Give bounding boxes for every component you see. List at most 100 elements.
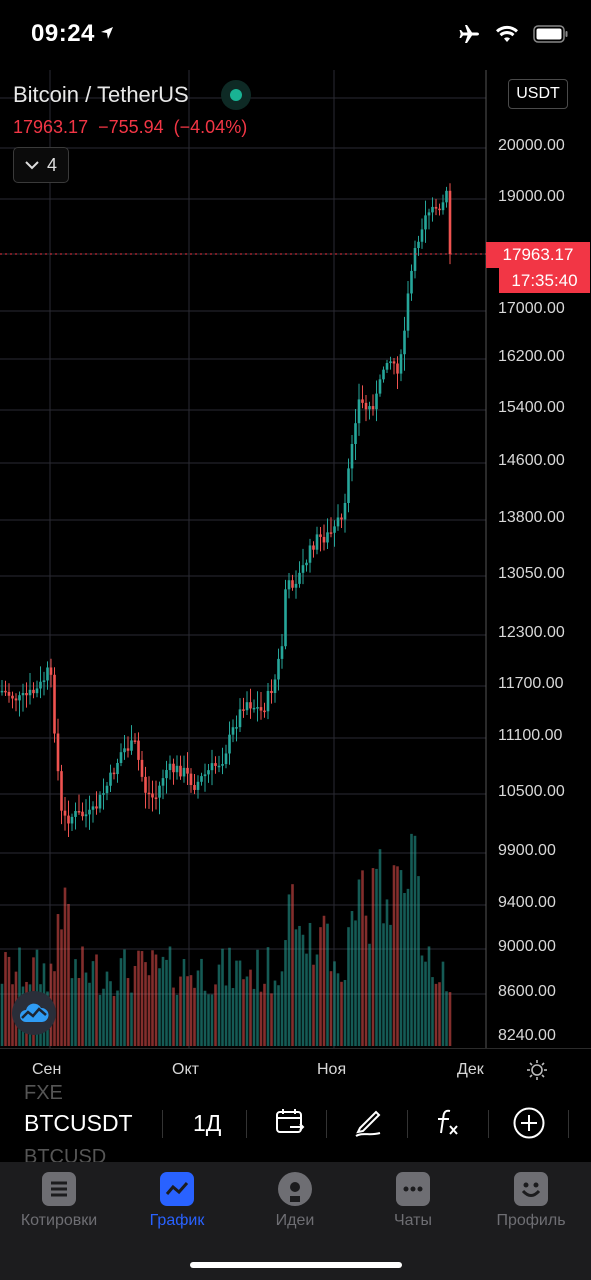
symbol-selector[interactable]: BTCUSDT (24, 1110, 133, 1136)
volume-bar (424, 961, 427, 1046)
tab-quotes[interactable]: Котировки (4, 1172, 114, 1230)
candle-body (291, 580, 294, 588)
volume-bar (98, 994, 102, 1046)
volume-bar (203, 990, 207, 1046)
volume-bar (210, 994, 214, 1046)
volume-bar (224, 985, 228, 1046)
volume-bar (410, 833, 413, 1046)
candle-body (39, 681, 42, 689)
candle-body (196, 781, 200, 790)
candle-body (242, 709, 245, 711)
price-axis-label: 8240.00 (498, 1027, 556, 1044)
candle-body (228, 734, 231, 754)
volume-bar (389, 924, 392, 1046)
candle-body (210, 763, 214, 771)
volume-bar (77, 978, 81, 1046)
volume-bar (109, 981, 112, 1046)
indicators-fx-icon[interactable] (432, 1106, 464, 1138)
volume-bar (189, 975, 193, 1046)
status-bar: 09:24 (0, 0, 591, 70)
interval-selector[interactable]: 1Д (193, 1110, 222, 1136)
candle-body (7, 691, 11, 696)
indicators-toggle[interactable]: 4 (13, 147, 69, 183)
candle-body (434, 206, 438, 209)
candle-body (91, 806, 95, 810)
candle-body (137, 740, 140, 760)
candle-body (172, 763, 175, 773)
volume-bar (179, 976, 182, 1046)
volume-bar (70, 978, 74, 1046)
tab-profile[interactable]: Профиль (476, 1172, 586, 1230)
volume-bar (242, 979, 245, 1046)
tab-chart[interactable]: График (122, 1172, 232, 1230)
volume-bar (403, 893, 406, 1046)
volume-bar (448, 992, 452, 1046)
tab-label: График (149, 1212, 205, 1229)
price-axis-label: 13800.00 (498, 509, 565, 526)
candle-body (329, 532, 333, 534)
candle-body (364, 402, 368, 410)
volume-bar (217, 964, 221, 1046)
volume-bar (354, 920, 357, 1046)
candle-body (98, 794, 102, 809)
volume-bar (445, 991, 448, 1046)
currency-badge[interactable]: USDT (508, 79, 568, 109)
candle-body (119, 752, 123, 763)
volume-bar (140, 951, 144, 1046)
candle-body (343, 503, 347, 520)
status-time: 09:24 (31, 20, 95, 47)
candle-body (56, 733, 60, 772)
candle-body (63, 810, 67, 816)
volume-bar (56, 914, 60, 1046)
home-indicator (190, 1262, 402, 1268)
volume-bar (301, 934, 305, 1046)
volume-bar (343, 980, 347, 1046)
volume-bar (193, 987, 196, 1046)
toolbar-divider (246, 1110, 247, 1138)
compare-calendar-icon[interactable] (274, 1106, 306, 1138)
candle-body (147, 792, 151, 795)
candle-body (238, 709, 242, 728)
candle-body (284, 589, 287, 647)
volume-bar (88, 982, 91, 1046)
price-chart[interactable] (0, 70, 591, 1048)
instrument-title[interactable]: Bitcoin / TetherUS (13, 82, 189, 107)
candle-body (53, 674, 56, 734)
profile-icon (514, 1172, 548, 1206)
tradingview-logo-button[interactable] (12, 991, 56, 1035)
tab-chats[interactable]: Чаты (358, 1172, 468, 1230)
candle-body (60, 771, 63, 811)
price-axis-label: 10500.00 (498, 783, 565, 800)
volume-bar (102, 988, 105, 1046)
market-open-indicator (221, 80, 251, 110)
volume-bar (238, 960, 242, 1046)
wifi-icon (496, 25, 518, 42)
volume-bar (91, 961, 95, 1046)
volume-bar (266, 947, 270, 1046)
volume-bar (434, 983, 438, 1046)
volume-bar (312, 964, 315, 1046)
volume-bar (263, 983, 266, 1046)
price-axis-label: 19000.00 (498, 188, 565, 205)
chart-toolbar: FXE BTCUSDT BTCUSD 1Д (0, 1082, 591, 1168)
candle-body (214, 763, 217, 766)
volume-bar (270, 993, 273, 1046)
volume-bar (165, 959, 168, 1046)
candle-body (42, 680, 46, 682)
candle-body (140, 759, 144, 777)
candlestick-chart[interactable] (0, 70, 591, 1048)
candle-body (186, 767, 189, 774)
candle-body (382, 369, 385, 380)
tab-ideas[interactable]: Идеи (240, 1172, 350, 1230)
candle-body (273, 679, 277, 694)
chart-settings-icon[interactable] (526, 1059, 548, 1081)
candle-body (193, 785, 196, 790)
candle-body (270, 690, 273, 694)
drawing-tool-icon[interactable] (352, 1106, 384, 1138)
time-axis[interactable]: Сен Окт Ноя Дек (0, 1048, 591, 1089)
candle-body (161, 778, 165, 786)
candle-body (14, 698, 18, 701)
volume-bar (105, 971, 109, 1046)
add-plus-icon[interactable] (512, 1106, 546, 1140)
chevron-down-icon (25, 161, 39, 170)
